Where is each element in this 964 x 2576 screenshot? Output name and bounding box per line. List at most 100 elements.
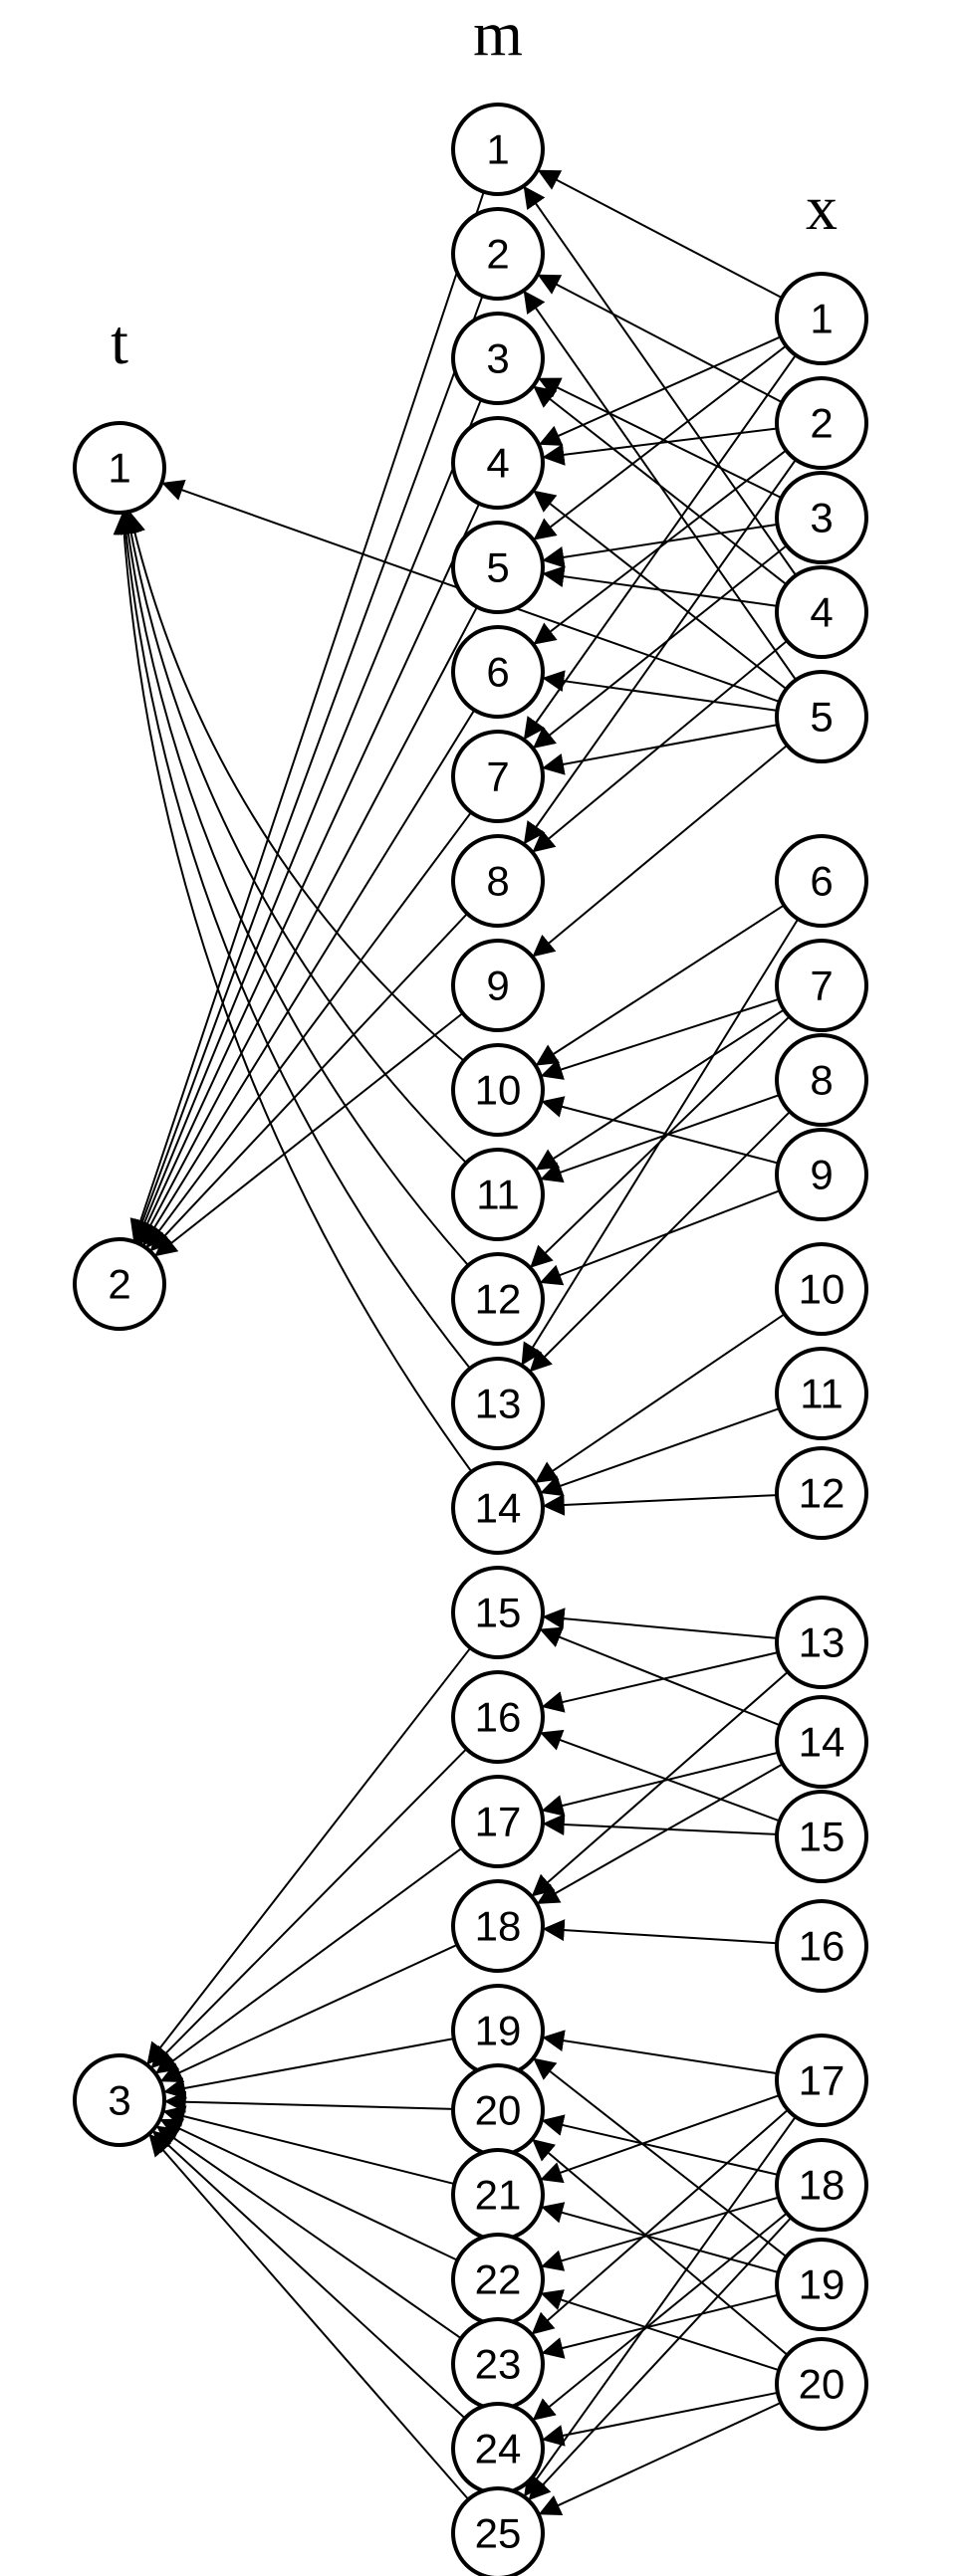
node-t-1: 1: [75, 423, 164, 513]
node-label: 4: [486, 440, 509, 487]
node-x-2: 2: [777, 378, 866, 468]
edge: [165, 2111, 455, 2184]
node-m-17: 17: [453, 1777, 543, 1866]
edge: [125, 515, 468, 1266]
node-label: 2: [486, 231, 509, 278]
node-label: 4: [810, 589, 833, 636]
node-m-16: 16: [453, 1672, 543, 1762]
node-label: 3: [486, 335, 509, 382]
node-x-4: 4: [777, 567, 866, 657]
node-label: 2: [108, 1261, 130, 1308]
node-m-18: 18: [453, 1881, 543, 1971]
node-label: 8: [486, 858, 509, 905]
edge: [545, 1616, 777, 1638]
node-label: 10: [799, 1266, 845, 1313]
edge: [534, 2140, 788, 2355]
node-label: 1: [810, 296, 833, 342]
edge: [151, 914, 467, 1250]
node-x-11: 11: [777, 1349, 866, 1438]
node-label: 3: [810, 495, 833, 541]
edge: [542, 1408, 779, 1492]
node-x-17: 17: [777, 2036, 866, 2125]
edge: [157, 1848, 462, 2072]
node-label: 2: [810, 400, 833, 447]
node-m-15: 15: [453, 1568, 543, 1657]
node-label: 12: [799, 1470, 845, 1517]
edge: [525, 293, 796, 681]
edge: [130, 514, 464, 1061]
node-m-19: 19: [453, 1986, 543, 2075]
node-label: 20: [475, 2087, 522, 2134]
edge: [543, 2198, 779, 2266]
node-label: 13: [799, 1619, 845, 1666]
node-label: 24: [475, 2426, 522, 2472]
edge: [540, 171, 782, 298]
edge: [158, 2127, 462, 2338]
node-m-25: 25: [453, 2488, 543, 2576]
node-x-14: 14: [777, 1697, 866, 1787]
node-label: 20: [799, 2361, 845, 2408]
node-label: 12: [475, 1276, 522, 1323]
network-diagram: 1231234567891011121314151617181920212223…: [0, 0, 964, 2576]
node-label: 19: [475, 2008, 522, 2054]
column-header-x: x: [806, 172, 838, 243]
node-label: 10: [475, 1067, 522, 1114]
edge: [535, 545, 787, 748]
node-label: 16: [475, 1694, 522, 1741]
edge: [525, 2117, 796, 2495]
edge: [542, 1629, 781, 1725]
nodes-layer: 1231234567891011121314151617181920212223…: [75, 105, 866, 2576]
node-x-7: 7: [777, 941, 866, 1030]
edge: [544, 2393, 778, 2440]
edge: [545, 1929, 777, 1943]
node-t-3: 3: [75, 2055, 164, 2145]
edge: [544, 525, 777, 560]
edge: [161, 2120, 457, 2260]
node-label: 16: [799, 1923, 845, 1970]
node-m-2: 2: [453, 209, 543, 299]
node-m-8: 8: [453, 836, 543, 926]
node-m-14: 14: [453, 1463, 543, 1553]
edge: [537, 905, 784, 1064]
node-label: 18: [799, 2162, 845, 2209]
node-label: 15: [475, 1590, 522, 1636]
node-m-9: 9: [453, 941, 543, 1030]
edge: [544, 1753, 779, 1811]
edge: [544, 1652, 778, 1706]
node-label: 6: [810, 858, 833, 905]
edge: [166, 2101, 453, 2109]
node-x-9: 9: [777, 1130, 866, 1219]
node-x-16: 16: [777, 1901, 866, 1991]
node-label: 21: [475, 2172, 522, 2219]
edge: [541, 2403, 781, 2513]
edge: [545, 428, 778, 457]
node-x-13: 13: [777, 1598, 866, 1687]
edge: [144, 710, 475, 1244]
edge: [127, 514, 466, 1163]
node-label: 5: [486, 544, 509, 591]
node-x-1: 1: [777, 274, 866, 363]
node-label: 5: [810, 694, 833, 741]
column-header-m: m: [473, 0, 523, 69]
node-m-4: 4: [453, 418, 543, 508]
edge: [147, 812, 471, 1246]
edge: [165, 2039, 454, 2091]
node-t-2: 2: [75, 1239, 164, 1329]
node-label: 17: [799, 2057, 845, 2104]
edge: [544, 2038, 777, 2073]
node-x-12: 12: [777, 1448, 866, 1538]
edge: [532, 1016, 790, 1266]
node-x-18: 18: [777, 2140, 866, 2230]
node-label: 11: [476, 1172, 520, 1218]
node-m-5: 5: [453, 523, 543, 612]
node-label: 18: [475, 1903, 522, 1950]
edge: [545, 678, 778, 710]
edge: [545, 1495, 777, 1506]
node-label: 9: [810, 1152, 833, 1198]
edge: [543, 1102, 778, 1164]
edge: [152, 1749, 466, 2067]
node-label: 11: [800, 1371, 844, 1417]
edge: [137, 400, 481, 1241]
edge: [139, 504, 480, 1241]
node-label: 1: [486, 126, 509, 173]
